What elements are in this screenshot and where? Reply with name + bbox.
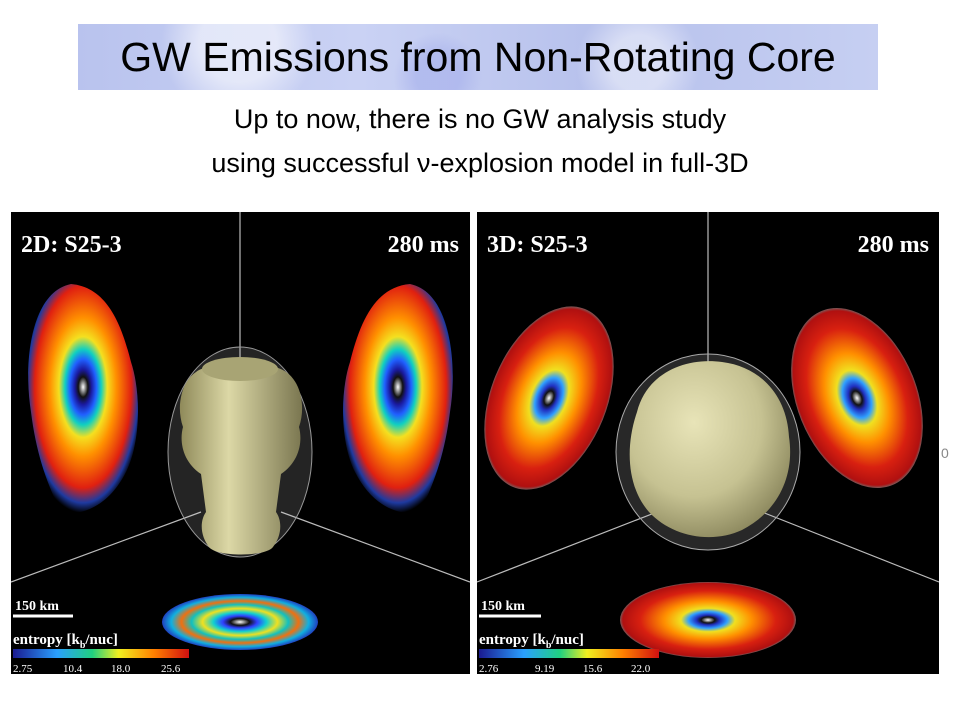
panel-label: 3D: S25-3 [487,232,588,258]
colorbar-tick: 15.6 [583,663,603,674]
entropy-isosurface-3d [629,361,791,538]
colorbar-tick: 9.19 [535,663,555,674]
surface-top-cap [202,357,278,381]
time-label: 280 ms [388,232,459,258]
panel-2d-graphic: 2D: S25-3 280 ms 150 km entropy [kb/nuc]… [11,212,470,674]
colorbar-title: entropy [kb/nuc] [479,632,584,651]
colorbar-tick: 2.75 [13,663,33,674]
scale-label: 150 km [15,599,59,614]
colorbar [13,649,189,658]
axis-line [280,511,470,583]
subtitle-line-2: using successful ν-explosion model in fu… [211,148,749,178]
panel-3d-graphic: 3D: S25-3 280 ms 150 km entropy [kb/nuc]… [477,212,939,674]
entropy-slice-right [343,284,453,513]
colorbar-tick: 22.0 [631,663,651,674]
panel-3d: 3D: S25-3 280 ms 150 km entropy [kb/nuc]… [477,212,939,674]
edge-glyph: 0 [941,445,949,461]
entropy-slice-bottom [620,582,796,658]
colorbar [479,649,659,658]
scale-label: 150 km [481,599,525,614]
slide-title: GW Emissions from Non-Rotating Core [120,33,836,80]
subtitle-line-1: Up to now, there is no GW analysis study [233,104,727,134]
colorbar-tick: 18.0 [111,663,131,674]
axis-line [761,511,939,583]
time-label: 280 ms [858,232,929,258]
panel-2d: 2D: S25-3 280 ms 150 km entropy [kb/nuc]… [11,212,470,674]
panel-label: 2D: S25-3 [21,232,122,258]
entropy-isosurface-2d [179,363,303,555]
axis-line [11,511,202,583]
entropy-slice-bottom [162,594,318,650]
colorbar-tick: 25.6 [161,663,181,674]
colorbar-tick: 2.76 [479,663,499,674]
entropy-slice-right [791,307,923,489]
entropy-slice-left [484,306,614,490]
title-banner: GW Emissions from Non-Rotating Core [78,24,878,90]
colorbar-tick: 10.4 [63,663,83,674]
citation-credit: Hanke+,’13 [802,649,887,666]
axis-line [477,511,658,583]
colorbar-title: entropy [kb/nuc] [13,632,118,651]
entropy-slice-left [28,284,138,513]
